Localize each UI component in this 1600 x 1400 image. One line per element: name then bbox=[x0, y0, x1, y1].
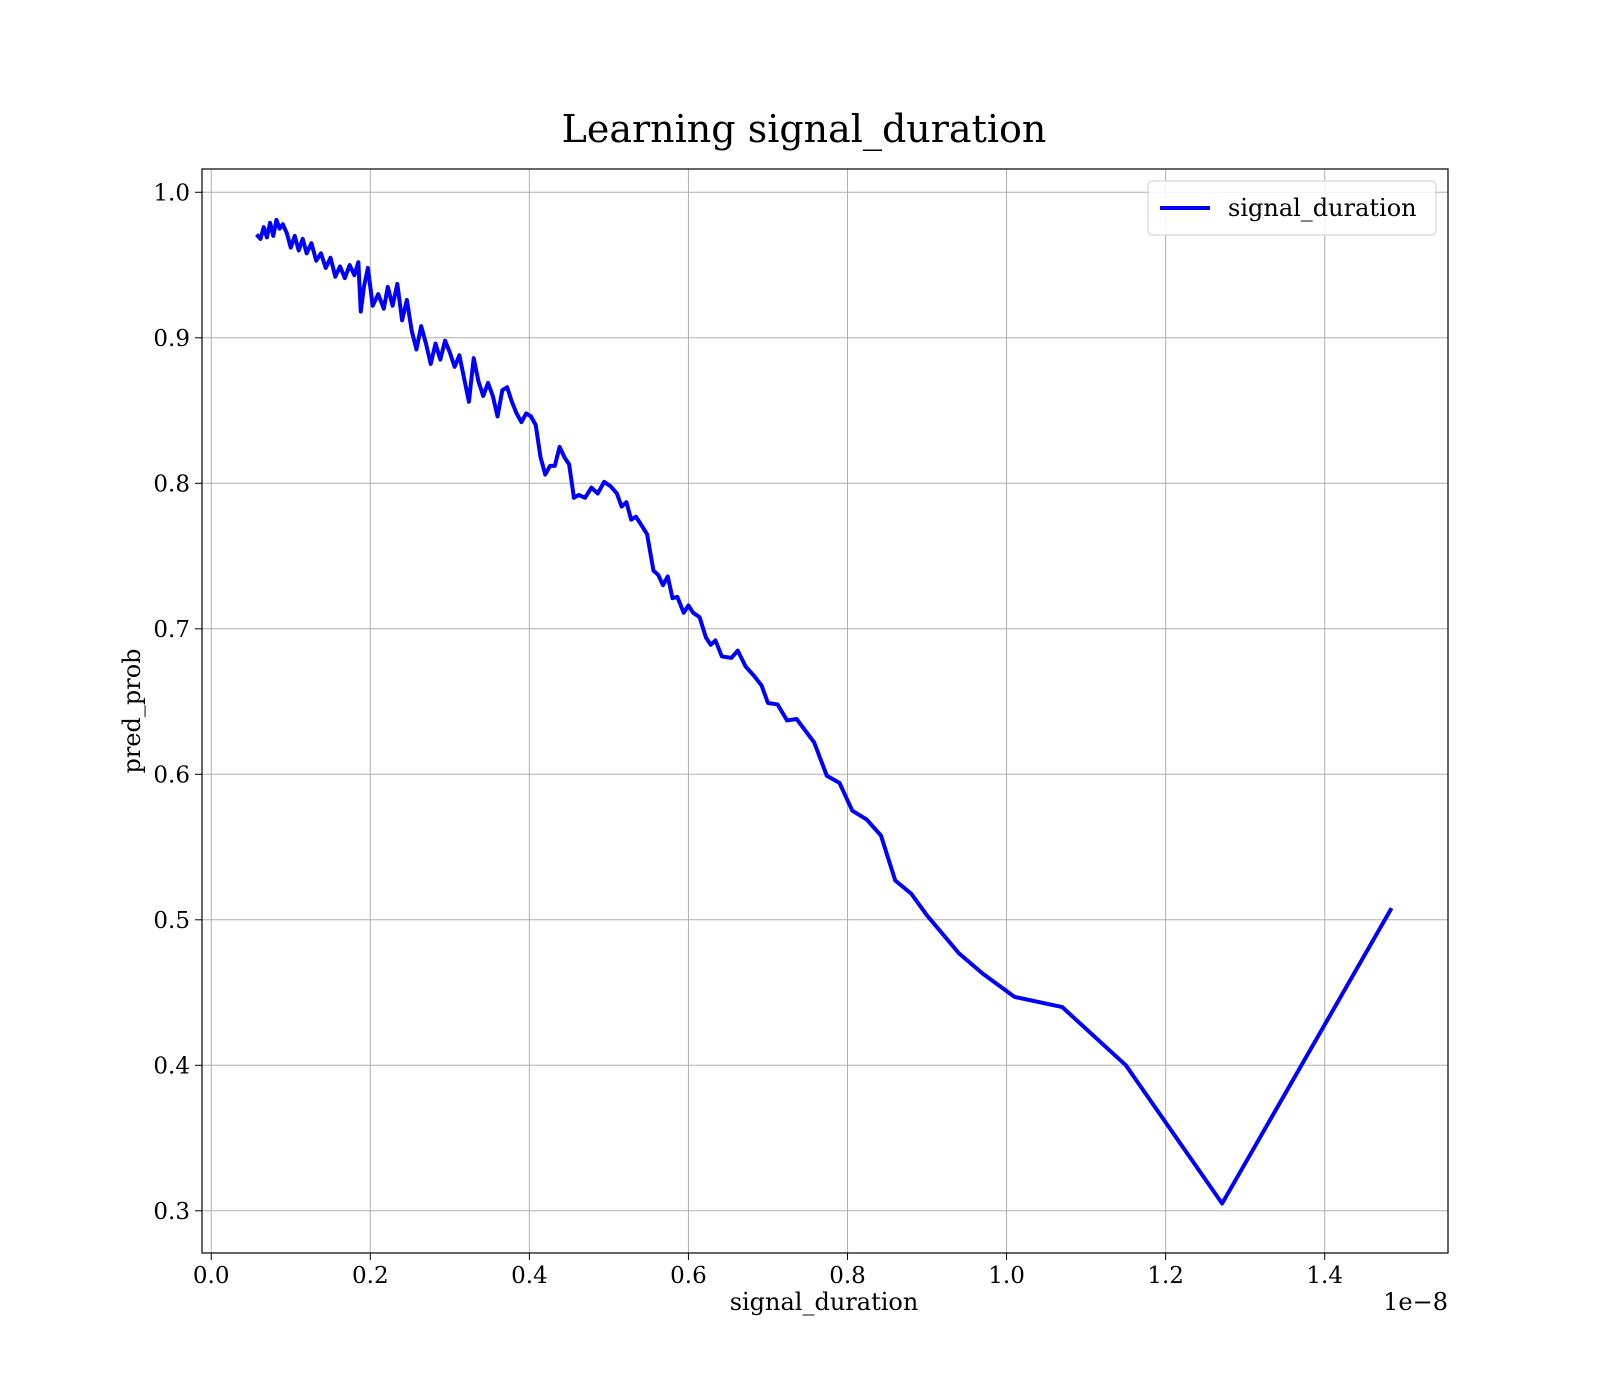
x-tick-label: 0.2 bbox=[352, 1263, 389, 1289]
x-tick-label: 0.6 bbox=[670, 1263, 707, 1289]
x-tick-label: 1.2 bbox=[1147, 1263, 1184, 1289]
y-tick-label: 1.0 bbox=[153, 180, 190, 206]
legend-box bbox=[1147, 180, 1437, 236]
x-tick-label: 0.4 bbox=[511, 1263, 548, 1289]
legend-label: signal_duration bbox=[1228, 194, 1417, 222]
y-axis-label: pred_prob bbox=[118, 648, 146, 773]
x-tick-label: 0.0 bbox=[193, 1263, 230, 1289]
y-tick-label: 0.8 bbox=[153, 471, 190, 497]
y-tick-label: 0.6 bbox=[153, 762, 190, 788]
x-tick-label: 0.8 bbox=[829, 1263, 866, 1289]
y-tick-label: 0.3 bbox=[153, 1199, 190, 1225]
y-tick-label: 0.4 bbox=[153, 1053, 190, 1079]
data-line bbox=[255, 217, 1394, 1206]
x-tick-label: 1.0 bbox=[988, 1263, 1025, 1289]
y-tick-label: 0.7 bbox=[153, 617, 190, 643]
x-offset-label: 1e−8 bbox=[1383, 1288, 1448, 1316]
x-axis-label: signal_duration bbox=[730, 1288, 919, 1316]
axes-frame bbox=[201, 168, 1449, 1254]
chart-title: Learning signal_duration bbox=[562, 107, 1047, 152]
x-tick-label: 1.4 bbox=[1306, 1263, 1343, 1289]
y-tick-label: 0.9 bbox=[153, 326, 190, 352]
y-tick-label: 0.5 bbox=[153, 908, 190, 934]
